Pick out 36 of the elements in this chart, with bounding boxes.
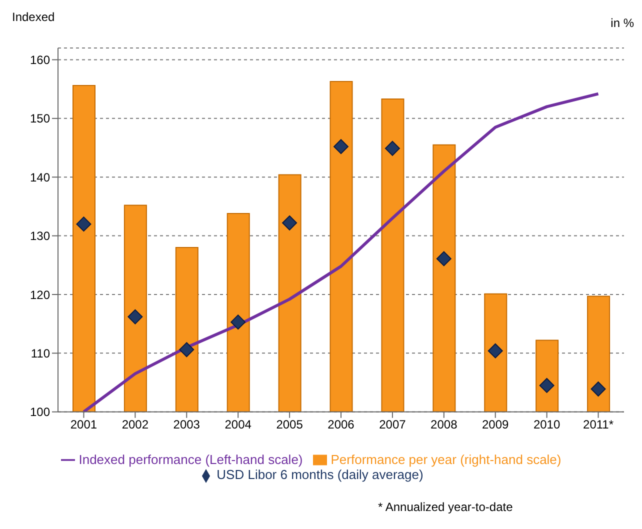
x-tick-label: 2007 xyxy=(379,417,406,432)
x-tick-label: 2011* xyxy=(583,417,614,432)
y-tick-label: 130 xyxy=(30,229,50,244)
line-series xyxy=(82,92,600,412)
point xyxy=(384,140,400,156)
x-tick-label: 2001 xyxy=(70,417,98,432)
point xyxy=(76,216,92,232)
y-tick-label: 110 xyxy=(30,346,50,360)
point xyxy=(128,309,143,324)
legend-label: USD Libor 6 months (daily average) xyxy=(216,467,424,482)
y-axis-title: Indexed xyxy=(12,10,55,24)
x-tick-label: 2009 xyxy=(482,417,510,432)
point xyxy=(539,378,554,393)
y-tick-label: 120 xyxy=(30,288,50,302)
point xyxy=(282,215,298,230)
x-tick-label: 2002 xyxy=(122,417,149,432)
y-tick-label: 150 xyxy=(30,112,50,126)
x-tick-label: 2005 xyxy=(276,417,304,432)
text: * Annualized year-to-date xyxy=(378,500,513,514)
point xyxy=(334,139,348,154)
y-tick-label: 140 xyxy=(30,170,50,184)
x-tick-label: 2006 xyxy=(328,417,355,432)
legend-label: Performance per year (right-hand scale) xyxy=(330,452,562,467)
legend-label: Indexed performance (Left-hand scale) xyxy=(78,452,303,467)
point xyxy=(230,314,246,330)
point xyxy=(436,251,452,266)
x-tick-label: 2008 xyxy=(430,417,458,432)
point xyxy=(179,342,194,358)
y-tick-label: 160 xyxy=(30,53,50,67)
y2-axis-title: in % xyxy=(610,16,634,30)
y-tick-label: 100 xyxy=(30,405,50,420)
x-tick-label: 2010 xyxy=(533,417,560,432)
point xyxy=(488,343,503,358)
x-tick-label: 2004 xyxy=(224,417,252,432)
x-tick-label: 2003 xyxy=(173,417,200,432)
point xyxy=(590,381,606,396)
